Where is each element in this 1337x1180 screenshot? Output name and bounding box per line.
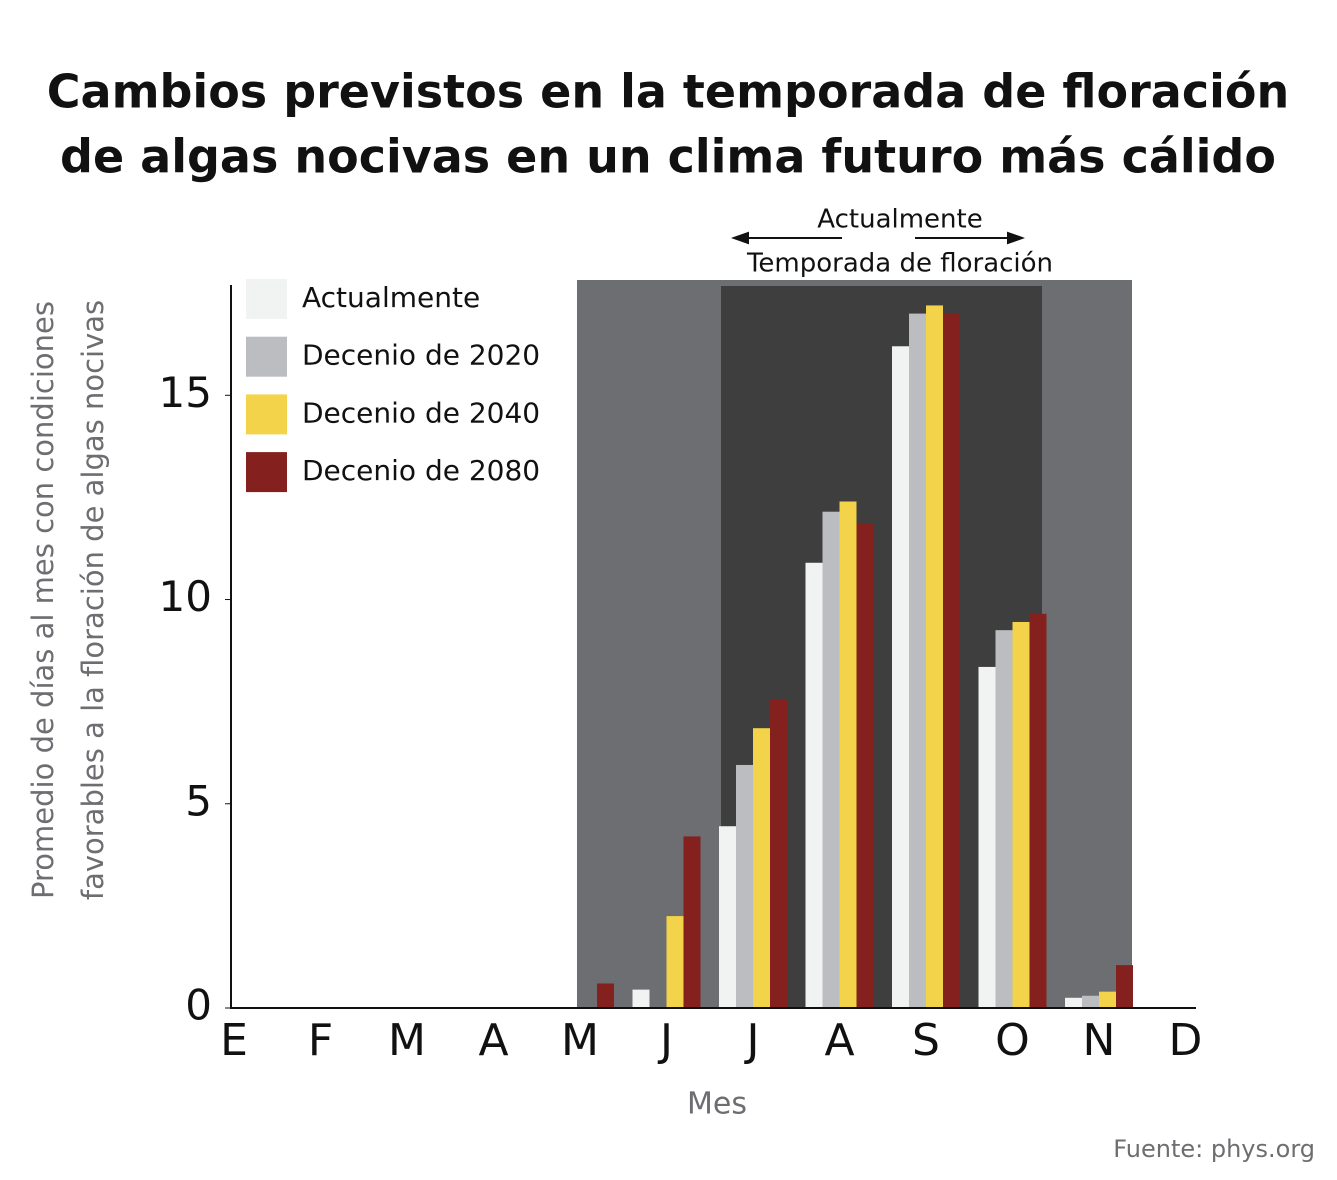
x-tick-label: D — [1169, 1015, 1203, 1066]
y-tick-label: 0 — [185, 981, 212, 1030]
legend-swatch — [246, 394, 287, 435]
bar — [770, 699, 787, 1008]
source: Fuente: phys.org — [1113, 1135, 1315, 1163]
bar — [978, 666, 996, 1008]
y-tick-label: 10 — [159, 572, 212, 621]
x-tick-label: S — [912, 1015, 940, 1066]
chart-title: de algas nocivas en un clima futuro más … — [60, 130, 1276, 184]
bar — [1012, 621, 1030, 1008]
bar — [822, 511, 840, 1008]
x-tick-label: A — [824, 1015, 854, 1066]
bar — [597, 983, 614, 1008]
chart-title: Cambios previstos en la temporada de flo… — [47, 65, 1289, 119]
bar — [892, 346, 909, 1008]
x-tick-label: M — [561, 1015, 599, 1066]
arrows — [731, 231, 1025, 245]
bar — [736, 764, 753, 1008]
bar — [856, 523, 874, 1008]
bar — [1099, 991, 1116, 1008]
x-axis-title: Mes — [687, 1087, 747, 1122]
annotation: Temporada de floración — [746, 249, 1053, 279]
bar — [839, 501, 857, 1008]
legend-label: Actualmente — [302, 281, 480, 314]
x-tick-label: J — [744, 1015, 760, 1066]
x-tick-label: E — [220, 1015, 248, 1066]
annotation: Actualmente — [817, 205, 982, 235]
legend-label: Decenio de 2040 — [302, 396, 540, 429]
bar — [926, 305, 943, 1009]
bar — [995, 630, 1013, 1008]
bar — [632, 989, 650, 1008]
y-axis-title: Promedio de días al mes con condiciones — [26, 301, 60, 899]
x-tick-label: N — [1083, 1015, 1116, 1066]
legend-label: Decenio de 2080 — [302, 454, 540, 487]
bar — [719, 826, 736, 1008]
bar — [1082, 995, 1099, 1008]
bar — [1065, 997, 1082, 1008]
x-tick-label: M — [388, 1015, 426, 1066]
legend-swatch — [246, 336, 287, 377]
bar — [805, 562, 823, 1008]
bar — [666, 916, 684, 1008]
x-tick-label: O — [995, 1015, 1030, 1066]
legend-swatch — [246, 452, 287, 493]
y-tick-label: 15 — [159, 368, 212, 417]
x-tick-label: J — [657, 1015, 673, 1066]
y-tick-label: 5 — [185, 776, 212, 825]
bar — [683, 836, 701, 1008]
bar — [1116, 965, 1133, 1008]
x-tick-label: F — [308, 1015, 333, 1066]
y-axis-title: favorables a la floración de algas nociv… — [76, 300, 110, 900]
bar — [909, 313, 926, 1008]
bar — [943, 313, 960, 1008]
bar — [753, 728, 770, 1008]
legend-swatch — [246, 279, 287, 319]
x-tick-label: A — [478, 1015, 508, 1066]
bar — [1029, 613, 1047, 1008]
legend-label: Decenio de 2020 — [302, 339, 540, 372]
